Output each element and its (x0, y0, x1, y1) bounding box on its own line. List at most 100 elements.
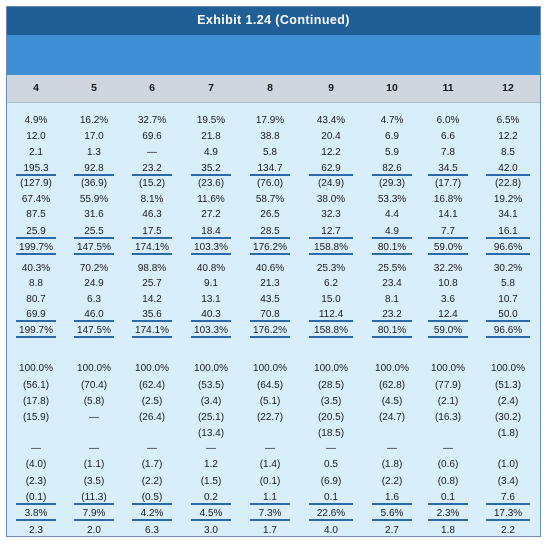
table-cell: 1.3 (87, 147, 101, 158)
table-cell: 96.6% (493, 325, 523, 336)
table-cell: 40.6% (255, 263, 285, 274)
table-cell: (2.1) (437, 396, 459, 407)
table-cell: 16.2% (79, 115, 109, 126)
table-cell: (0.8) (437, 476, 459, 487)
total-rule (74, 503, 114, 505)
table-cell: 35.6 (142, 309, 162, 320)
table-cell: 0.1 (324, 492, 338, 503)
table-cell: 21.8 (201, 131, 221, 142)
table-cell: (2.3) (25, 476, 47, 487)
table-cell: 6.9 (385, 131, 399, 142)
table-cell: 25.3% (316, 263, 346, 274)
table-cell: (0.1) (259, 476, 281, 487)
column-header-12: 12 (502, 82, 514, 94)
column-header-5: 5 (91, 82, 97, 94)
total-rule (486, 237, 530, 239)
table-cell: 100.0% (491, 363, 525, 374)
table-cell: 174.1% (135, 242, 169, 253)
table-cell: 43.4% (316, 115, 346, 126)
total-rule (372, 174, 412, 176)
table-cell: 1.7 (263, 525, 277, 536)
table-cell: (0.6) (437, 459, 459, 470)
total-rule (191, 519, 231, 521)
table-cell: 19.2% (493, 194, 523, 205)
table-cell: (76.0) (256, 178, 284, 189)
table-cell: (25.1) (197, 412, 225, 423)
table-cell: (3.5) (320, 396, 342, 407)
table-cell: 7.6 (501, 492, 515, 503)
total-rule (428, 519, 468, 521)
table-cell: 100.0% (194, 363, 228, 374)
table-cell: 35.2 (201, 163, 221, 174)
column-header-10: 10 (386, 82, 398, 94)
total-rule (132, 237, 172, 239)
table-cell: 6.0% (436, 115, 460, 126)
table-cell: 7.3% (258, 508, 282, 519)
table-cell: 0.2 (204, 492, 218, 503)
total-rule (250, 237, 290, 239)
table-cell: (1.1) (83, 459, 105, 470)
table-cell: — (206, 443, 216, 454)
table-cell: 11.6% (197, 194, 225, 205)
total-rule (74, 174, 114, 176)
table-cell: (1.0) (497, 459, 519, 470)
table-cell: 21.3 (260, 278, 280, 289)
table-cell: 70.8 (260, 309, 280, 320)
total-rule (486, 336, 530, 338)
column-header-9: 9 (328, 82, 334, 94)
table-cell: (22.8) (494, 178, 522, 189)
table-cell: 59.0% (433, 242, 463, 253)
total-rule (191, 503, 231, 505)
total-rule (132, 336, 172, 338)
total-rule (372, 253, 412, 255)
table-cell: 6.6 (441, 131, 455, 142)
total-rule (428, 174, 468, 176)
table-cell: 3.0 (204, 525, 218, 536)
total-rule (16, 320, 56, 322)
table-cell: (3.5) (83, 476, 105, 487)
table-cell: (1.8) (381, 459, 403, 470)
table-cell: (17.7) (434, 178, 462, 189)
table-cell: (2.2) (381, 476, 403, 487)
table-cell: (62.4) (138, 380, 166, 391)
total-rule (250, 320, 290, 322)
total-rule (309, 237, 353, 239)
table-cell: 69.9 (26, 309, 46, 320)
table-cell: 4.4 (385, 209, 399, 220)
table-cell: 67.4% (21, 194, 51, 205)
table-cell: 50.0 (498, 309, 518, 320)
table-cell: 17.5 (142, 226, 162, 237)
table-cell: 4.9% (24, 115, 48, 126)
table-cell: 34.5 (438, 163, 458, 174)
total-rule (486, 253, 530, 255)
table-cell: 25.5 (84, 226, 104, 237)
table-cell: 103.3% (194, 242, 228, 253)
table-cell: (127.9) (20, 178, 52, 189)
table-cell: 28.5 (260, 226, 280, 237)
table-cell: (22.7) (256, 412, 284, 423)
table-cell: (5.8) (83, 396, 105, 407)
total-rule (486, 320, 530, 322)
table-cell: (1.4) (259, 459, 281, 470)
table-cell: 174.1% (135, 325, 169, 336)
table-cell: 0.5 (324, 459, 338, 470)
table-cell: 42.0 (498, 163, 518, 174)
total-rule (132, 174, 172, 176)
total-rule (428, 320, 468, 322)
total-rule (250, 503, 290, 505)
table-cell: 1.6 (385, 492, 399, 503)
table-cell: 24.9 (84, 278, 104, 289)
table-cell: 2.7 (385, 525, 399, 536)
table-cell: (1.5) (200, 476, 222, 487)
table-cell: (2.4) (497, 396, 519, 407)
column-header-7: 7 (208, 82, 214, 94)
total-rule (74, 253, 114, 255)
table-cell: (17.8) (22, 396, 50, 407)
total-rule (309, 519, 353, 521)
table-cell: 18.4 (201, 226, 221, 237)
table-cell: (4.5) (381, 396, 403, 407)
table-cell: 195.3 (23, 163, 49, 174)
table-cell: (1.7) (141, 459, 163, 470)
total-rule (74, 519, 114, 521)
table-cell: 10.8 (438, 278, 458, 289)
